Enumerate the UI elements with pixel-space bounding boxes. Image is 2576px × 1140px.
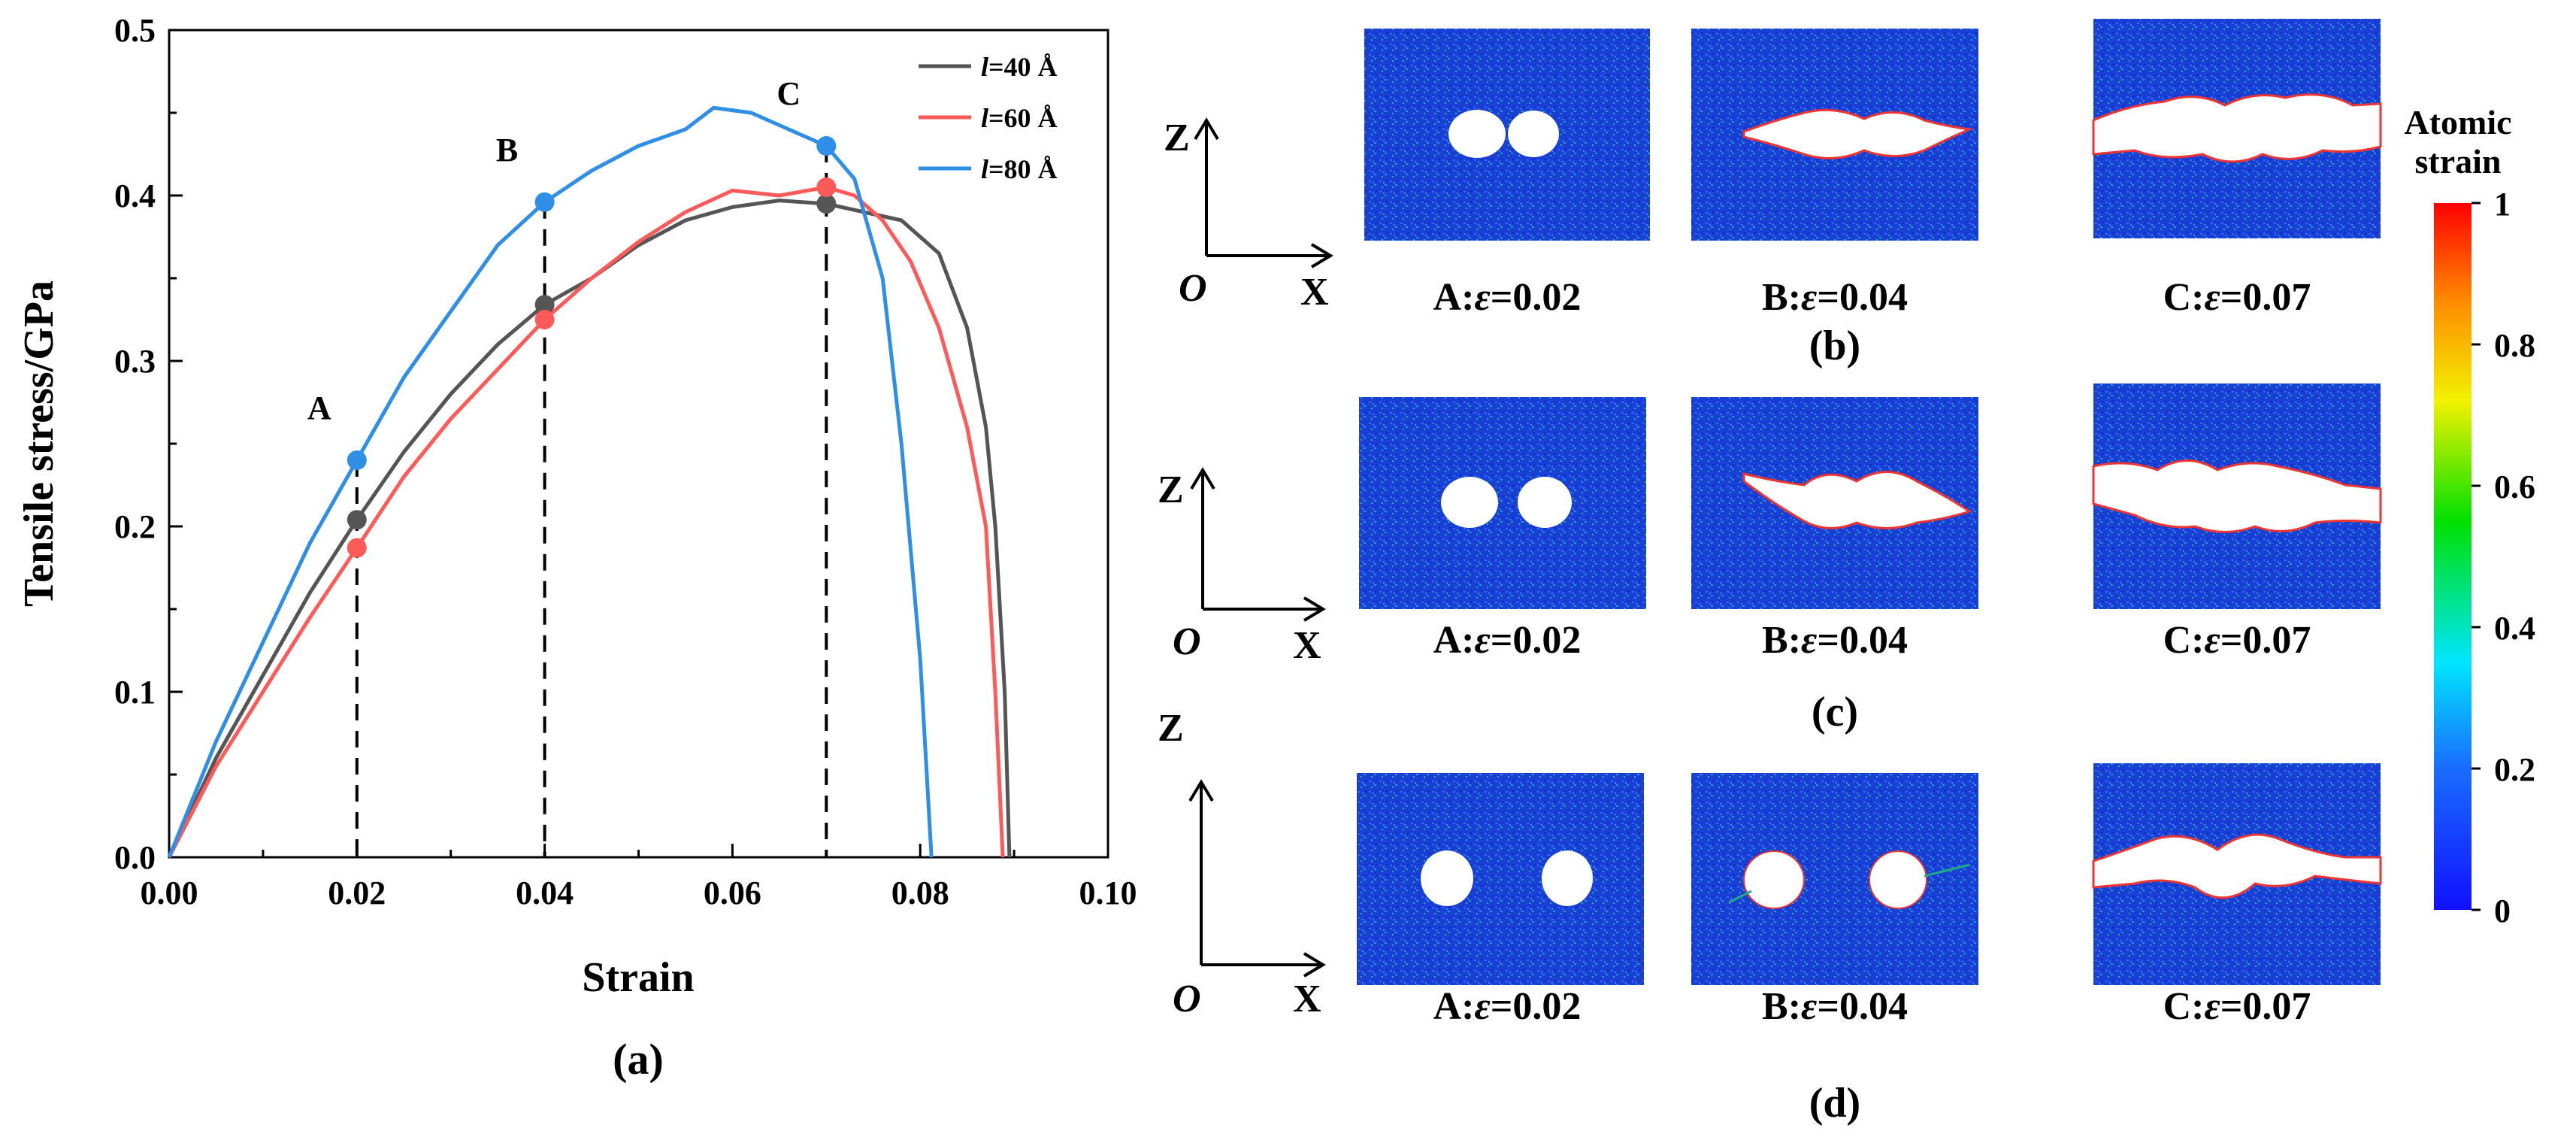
coordinate-axes-c (1190, 467, 1326, 622)
marker-gray-a (347, 510, 367, 530)
snapshot-b-c (2092, 19, 2382, 238)
snapshot-captions: A:ε=0.02 B:ε=0.04 C:ε=0.07 (b) A:ε=0.02 B:ε=0… (1433, 276, 2311, 1126)
marker-blue-c (816, 136, 837, 156)
colorbar-title-line2: strain (2415, 142, 2502, 180)
x-axis-label: Strain (582, 954, 694, 1001)
colorbar-tick-label: 1 (2494, 186, 2511, 223)
colorbar-tick-label: 0.4 (2494, 610, 2535, 647)
marker-red-c (816, 177, 837, 197)
snapshot-caption: B:ε=0.04 (1762, 276, 1908, 319)
marker-label-c: C (776, 75, 801, 112)
series-line-2 (167, 185, 1005, 859)
marker-label-b: B (496, 132, 518, 168)
panel-a-caption: (a) (613, 1035, 664, 1084)
stress-strain-chart: 0.00 0.02 0.04 0.06 0.08 0.10 0.0 0.1 0.2 0.3 0.4 0… (16, 12, 1137, 1084)
coordinate-axes-b (1194, 117, 1333, 268)
colorbar-title-line1: Atomic (2404, 103, 2511, 141)
axis-o-label-b: O (1179, 267, 1207, 310)
colorbar-tick-label: 0.8 (2494, 327, 2535, 364)
colorbar-ticks: 1 0.8 0.6 0.4 0.2 0 (2472, 186, 2535, 929)
snapshot-caption: A:ε=0.02 (1433, 985, 1582, 1028)
snapshot-caption: A:ε=0.02 (1433, 619, 1582, 662)
series-markers (347, 136, 837, 558)
snapshot-c-b (1691, 397, 1978, 609)
legend-label-2: l=60 Å (981, 103, 1058, 133)
marker-gray-c (816, 194, 837, 214)
legend-label-1: l=40 Å (981, 52, 1058, 82)
row-caption: (d) (1809, 1080, 1860, 1126)
axis-z-label-c: Z (1158, 468, 1184, 511)
guide-lines (355, 146, 828, 857)
axis-o-label-d: O (1173, 978, 1201, 1020)
colorbar-gradient (2434, 203, 2472, 910)
axis-x-label-c: X (1293, 624, 1321, 667)
x-tick-label: 0.02 (328, 875, 386, 911)
snapshot-caption: C:ε=0.07 (2163, 985, 2311, 1028)
colorbar: Atomic strain 1 0.8 0.6 0.4 0.2 0 (2404, 103, 2535, 929)
marker-red-b (534, 310, 555, 329)
colorbar-tick-label: 0 (2494, 893, 2511, 929)
row-caption: (b) (1809, 323, 1860, 369)
snapshot-c-a (1359, 397, 1646, 609)
legend: l=40 Å l=60 Å l=80 Å (919, 52, 1058, 184)
series-line-1 (167, 199, 1012, 859)
y-tick-label: 0.4 (114, 177, 156, 214)
marker-blue-b (534, 192, 555, 212)
x-tick-label: 0.00 (141, 875, 198, 911)
colorbar-tick-label: 0.2 (2494, 751, 2535, 788)
colorbar-tick-label: 0.6 (2494, 468, 2535, 505)
x-tick-label: 0.10 (1079, 875, 1137, 911)
marker-gray-b (534, 295, 555, 315)
snapshot-caption: A:ε=0.02 (1433, 276, 1582, 319)
snapshot-d-a (1357, 773, 1644, 985)
series-line-3 (167, 105, 934, 858)
plot-frame (168, 29, 1109, 859)
axis-x-label-b: X (1300, 271, 1329, 314)
y-tick-label: 0.2 (114, 508, 156, 545)
axis-o-label-c: O (1173, 620, 1201, 663)
marker-red-a (347, 538, 367, 558)
x-tick-label: 0.08 (891, 875, 949, 911)
marker-labels: A B C (307, 75, 801, 426)
snapshot-caption: C:ε=0.07 (2163, 276, 2311, 319)
row-caption: (c) (1812, 689, 1858, 735)
coordinate-axes-d (1188, 779, 1326, 978)
axis-ticks: 0.00 0.02 0.04 0.06 0.08 0.10 0.0 0.1 0.2 0.3 0.4 0… (114, 12, 1137, 911)
axis-x-label-d: X (1293, 978, 1321, 1020)
y-tick-label: 0.5 (114, 12, 156, 49)
axis-z-label-d: Z (1158, 707, 1184, 750)
x-tick-label: 0.06 (704, 875, 761, 911)
snapshot-caption: B:ε=0.04 (1762, 985, 1908, 1028)
series-lines (167, 105, 1012, 859)
legend-label-3: l=80 Å (981, 154, 1058, 184)
snapshot-caption: C:ε=0.07 (2163, 619, 2311, 662)
snapshot-d-c (2092, 763, 2382, 985)
y-axis-label: Tensile stress/GPa (16, 280, 62, 607)
axis-z-label-b: Z (1164, 117, 1190, 159)
snapshot-caption: B:ε=0.04 (1762, 619, 1908, 662)
snapshot-c-b-c (2092, 384, 2382, 609)
marker-blue-a (347, 450, 367, 470)
snapshot-d-b (1691, 773, 1978, 985)
snapshot-b-b (1691, 29, 1978, 241)
x-tick-label: 0.04 (516, 875, 574, 911)
marker-label-a: A (307, 390, 331, 426)
y-tick-label: 0.3 (114, 343, 156, 380)
y-tick-label: 0.1 (114, 674, 156, 711)
y-tick-label: 0.0 (114, 839, 156, 876)
snapshot-b-a (1364, 29, 1650, 241)
